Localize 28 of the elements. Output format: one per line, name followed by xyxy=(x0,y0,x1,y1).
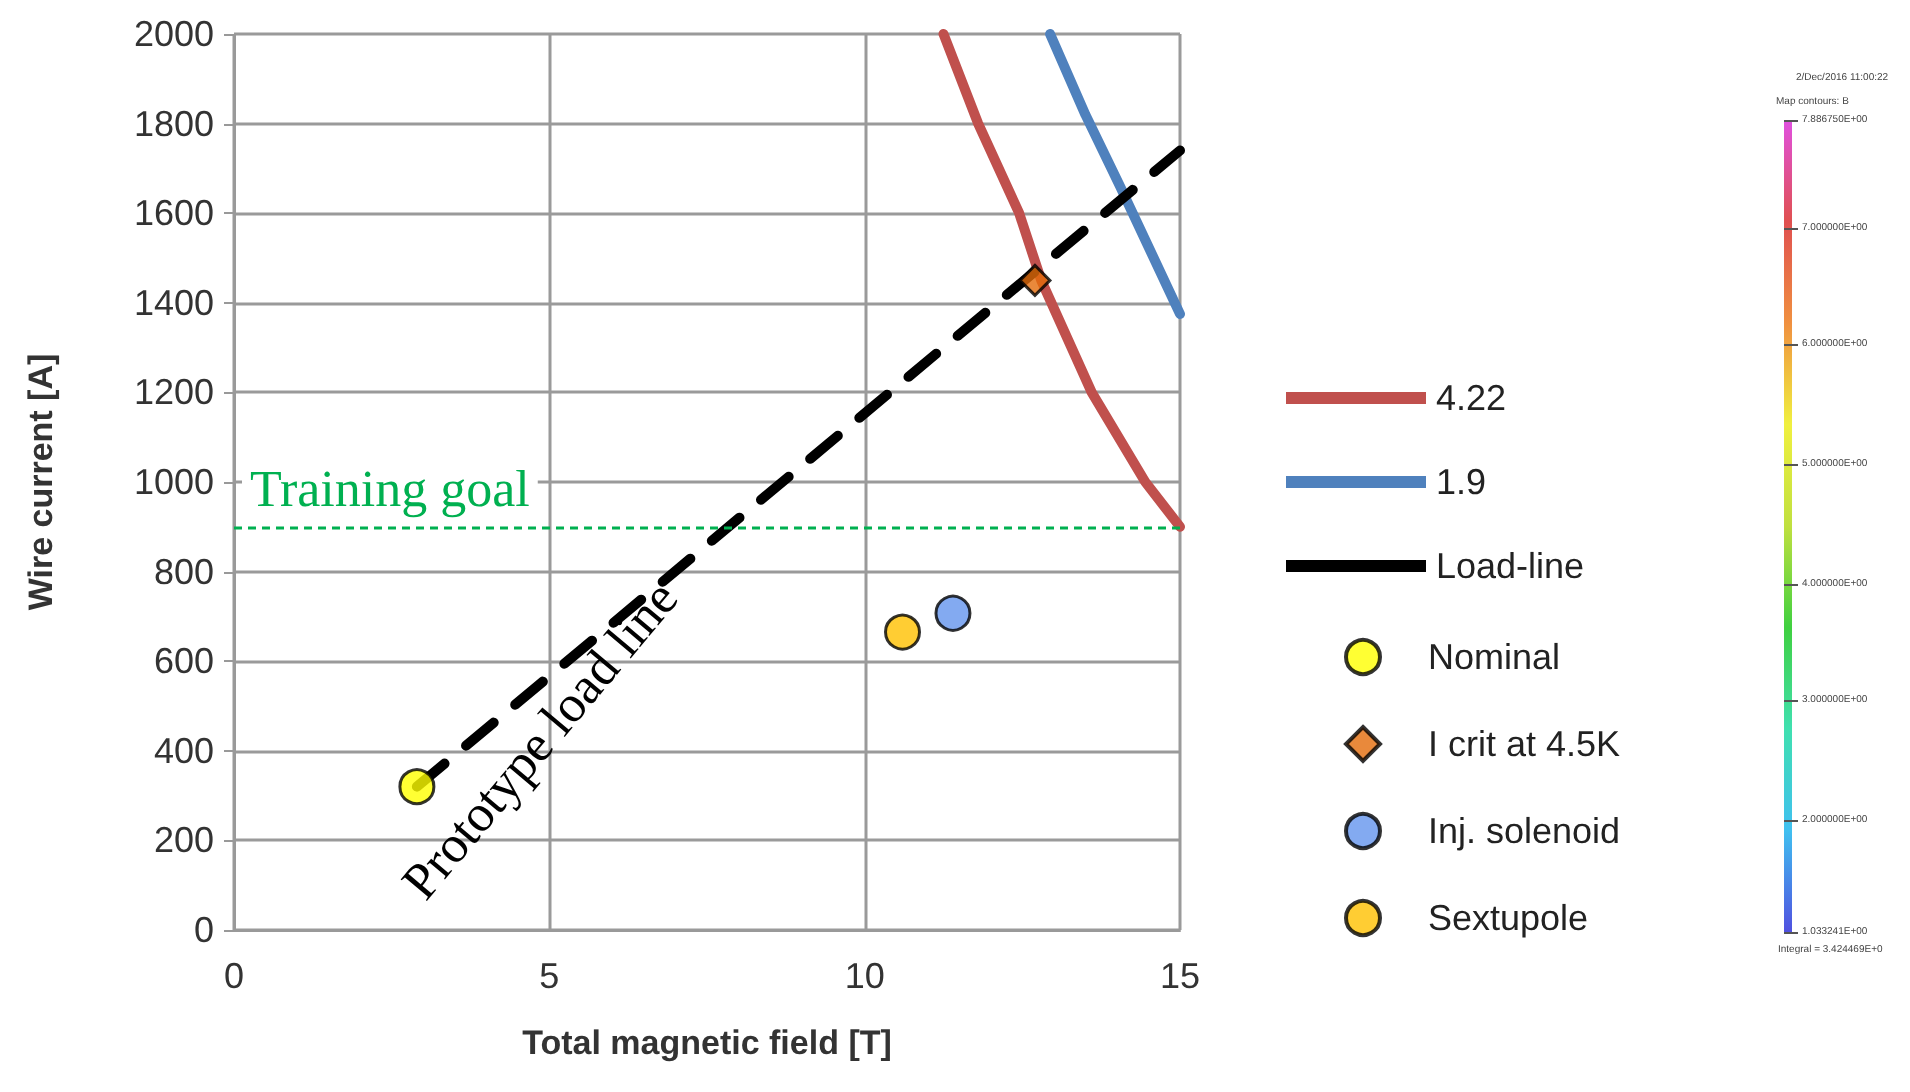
y-tick-label: 0 xyxy=(193,910,214,950)
legend-label: 4.22 xyxy=(1436,378,1507,418)
legend-label: Load-line xyxy=(1436,546,1585,586)
x-axis-title: Total magnetic field [T] xyxy=(522,1024,892,1062)
point xyxy=(934,594,972,632)
legend-label: Nominal xyxy=(1428,637,1561,677)
y-tick-label: 2000 xyxy=(133,14,214,54)
y-tick-label: 800 xyxy=(153,551,214,592)
y-axis-title: Wire current [A] xyxy=(22,353,60,611)
x-tick-label: 10 xyxy=(844,956,885,996)
legend-label: 1.9 xyxy=(1436,462,1487,502)
x-tick-label: 15 xyxy=(1159,956,1201,996)
legend-label: Sextupole xyxy=(1428,898,1589,938)
y-tick-label: 1600 xyxy=(133,193,214,234)
legend-label: I crit at 4.5K xyxy=(1428,724,1621,764)
y-tick-label: 1200 xyxy=(133,372,214,413)
point xyxy=(884,613,922,651)
x-tick-label: 0 xyxy=(223,956,245,996)
legend-label: Inj. solenoid xyxy=(1428,811,1621,851)
ref-line-label: Training goal xyxy=(250,459,530,518)
y-tick-label: 1800 xyxy=(133,103,214,144)
y-tick-label: 600 xyxy=(153,641,214,682)
y-tick-label: 200 xyxy=(153,820,214,861)
x-tick-label: 5 xyxy=(539,956,560,996)
y-tick-label: 1400 xyxy=(133,282,214,323)
y-tick-label: 1000 xyxy=(133,462,214,502)
y-tick-label: 400 xyxy=(153,730,214,771)
point xyxy=(1018,263,1052,297)
